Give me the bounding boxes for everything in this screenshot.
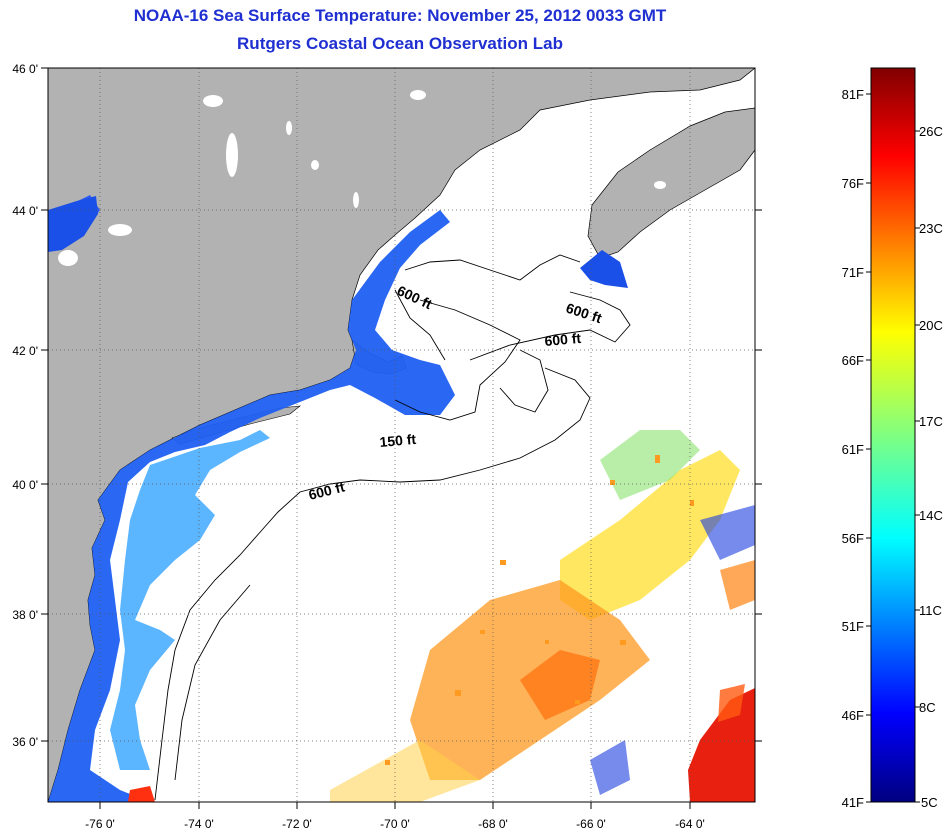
colorbar [870, 67, 916, 803]
lat-label: 44 0' [12, 204, 38, 218]
colorbar-label-f: 76F [842, 176, 864, 191]
colorbar-label-f: 51F [842, 619, 864, 634]
isobath-label: 600 ft [544, 330, 582, 349]
colorbar-fahrenheit-labels: 81F 76F 71F 66F 61F 56F 51F 46F 41F [842, 87, 864, 810]
lon-label: -64 0' [675, 817, 705, 831]
longitude-labels: -76 0' -74 0' -72 0' -70 0' -68 0' -66 0… [85, 817, 705, 831]
land-lakes [58, 90, 666, 266]
colorbar-label-f: 71F [842, 265, 864, 280]
lon-label: -70 0' [380, 817, 410, 831]
colorbar-label-c: 26C [919, 124, 943, 139]
lat-label: 36 0' [12, 735, 38, 749]
colorbar-label-c: 11C [919, 603, 942, 618]
lat-label: 42 0' [12, 344, 38, 358]
lon-label: -72 0' [282, 817, 312, 831]
colorbar-label-c: 20C [919, 318, 943, 333]
axis-ticks [41, 67, 762, 809]
colorbar-label-f: 41F [842, 795, 864, 810]
scattered-pixels [385, 455, 694, 765]
colorbar-label-c: 23C [919, 221, 943, 236]
map-area: 600 ft 600 ft 600 ft 150 ft 600 ft [48, 68, 755, 802]
isobath-label: 150 ft [379, 431, 417, 450]
lat-label: 46 0' [12, 62, 38, 76]
colorbar-label-f: 61F [842, 442, 864, 457]
colorbar-celsius-labels: 26C 23C 20C 17C 14C 11C 8C 5C [919, 124, 943, 810]
map-title: NOAA-16 Sea Surface Temperature: Novembe… [133, 6, 667, 25]
map-subtitle: Rutgers Coastal Ocean Observation Lab [237, 34, 563, 53]
lon-label: -66 0' [576, 817, 606, 831]
lon-label: -74 0' [184, 817, 214, 831]
colorbar-label-f: 66F [842, 353, 864, 368]
isobath-contours [154, 254, 631, 801]
colorbar-label-c: 14C [919, 508, 943, 523]
colorbar-label-f: 46F [842, 708, 864, 723]
lon-label: -76 0' [85, 817, 115, 831]
latitude-labels: 46 0' 44 0' 42 0' 40 0' 38 0' 36 0' [12, 62, 38, 749]
colorbar-label-c: 5C [921, 795, 938, 810]
colorbar-label-c: 17C [919, 414, 943, 429]
colorbar-label-f: 56F [842, 531, 864, 546]
lat-label: 40 0' [12, 478, 38, 492]
lat-label: 38 0' [12, 608, 38, 622]
colorbar-ticks [866, 93, 920, 803]
lon-label: -68 0' [478, 817, 508, 831]
colorbar-label-c: 8C [919, 700, 936, 715]
colorbar-label-f: 81F [842, 87, 864, 102]
map-frame [47, 67, 756, 803]
offshore-warm-patches [128, 430, 755, 802]
